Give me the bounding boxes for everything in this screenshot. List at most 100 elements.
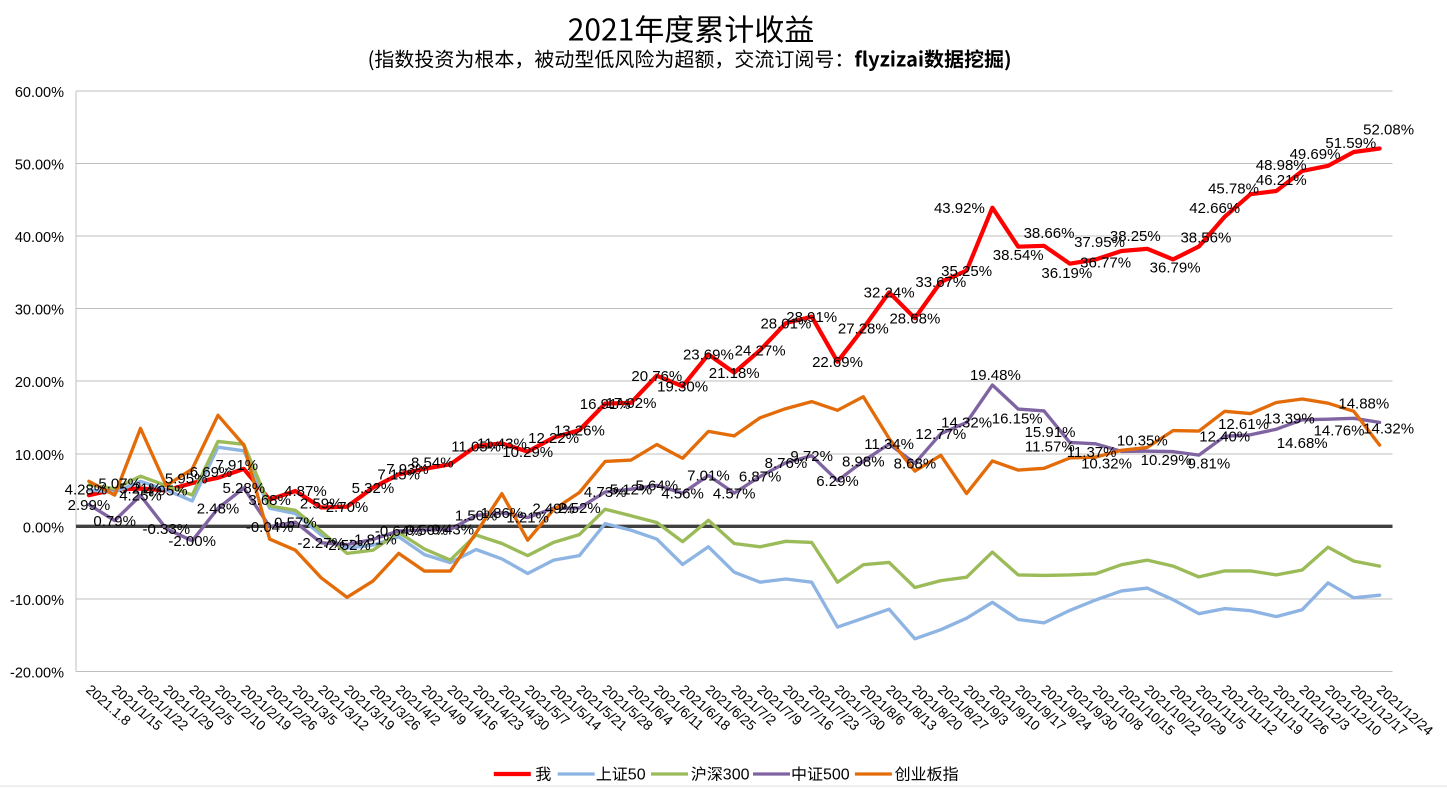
svg-text:21.18%: 21.18% bbox=[709, 365, 760, 382]
svg-text:0.57%: 0.57% bbox=[274, 514, 317, 531]
svg-text:8.68%: 8.68% bbox=[894, 456, 937, 473]
svg-text:-2.27%: -2.27% bbox=[297, 535, 345, 552]
svg-text:-1.81%: -1.81% bbox=[349, 532, 397, 549]
svg-text:-0.04%: -0.04% bbox=[246, 519, 294, 536]
svg-text:36.19%: 36.19% bbox=[1041, 265, 1092, 282]
svg-text:2.49%: 2.49% bbox=[532, 500, 575, 517]
svg-text:10.32%: 10.32% bbox=[1081, 456, 1132, 473]
svg-text:13.26%: 13.26% bbox=[554, 422, 605, 439]
svg-text:14.76%: 14.76% bbox=[1314, 422, 1365, 439]
svg-text:7.15%: 7.15% bbox=[377, 467, 420, 484]
svg-text:43.92%: 43.92% bbox=[934, 200, 985, 217]
svg-text:11.43%: 11.43% bbox=[477, 436, 527, 453]
svg-text:30.00%: 30.00% bbox=[15, 303, 64, 319]
svg-text:4.87%: 4.87% bbox=[284, 483, 327, 500]
svg-text:27.28%: 27.28% bbox=[838, 321, 889, 338]
svg-text:50.00%: 50.00% bbox=[15, 158, 64, 174]
svg-text:14.68%: 14.68% bbox=[1277, 435, 1328, 452]
svg-text:14.32%: 14.32% bbox=[1363, 421, 1414, 438]
svg-text:3.68%: 3.68% bbox=[248, 492, 291, 509]
svg-text:11.34%: 11.34% bbox=[864, 436, 914, 453]
svg-text:50: 50 bbox=[628, 766, 646, 783]
svg-text:51.59%: 51.59% bbox=[1325, 135, 1376, 152]
svg-text:10.29%: 10.29% bbox=[1141, 452, 1192, 469]
svg-text:13.39%: 13.39% bbox=[1264, 410, 1315, 427]
svg-text:6.87%: 6.87% bbox=[739, 469, 782, 486]
svg-text:19.30%: 19.30% bbox=[657, 379, 708, 396]
svg-text:6.29%: 6.29% bbox=[816, 473, 859, 490]
svg-text:19.48%: 19.48% bbox=[970, 367, 1021, 384]
svg-text:12.61%: 12.61% bbox=[1218, 416, 1269, 433]
svg-text:28.91%: 28.91% bbox=[786, 309, 837, 326]
svg-text:-0.64%: -0.64% bbox=[375, 523, 423, 540]
svg-text:7.93%: 7.93% bbox=[386, 461, 429, 478]
svg-text:2.59%: 2.59% bbox=[300, 496, 343, 513]
svg-text:2.99%: 2.99% bbox=[68, 497, 111, 514]
svg-text:60.00%: 60.00% bbox=[15, 85, 64, 101]
svg-text:4.56%: 4.56% bbox=[661, 485, 704, 502]
svg-text:36.77%: 36.77% bbox=[1080, 255, 1131, 272]
svg-text:12.77%: 12.77% bbox=[915, 426, 966, 443]
svg-text:-0.33%: -0.33% bbox=[143, 521, 191, 538]
svg-text:500: 500 bbox=[823, 766, 850, 783]
svg-text:4.57%: 4.57% bbox=[713, 485, 756, 502]
svg-text:28.01%: 28.01% bbox=[760, 315, 811, 332]
svg-text:10.00%: 10.00% bbox=[15, 448, 64, 464]
svg-text:33.67%: 33.67% bbox=[915, 274, 966, 291]
svg-text:24.27%: 24.27% bbox=[735, 342, 786, 359]
svg-text:-2.52%: -2.52% bbox=[323, 537, 371, 554]
svg-text:15.91%: 15.91% bbox=[1025, 424, 1076, 441]
svg-text:35.25%: 35.25% bbox=[941, 263, 992, 280]
svg-text:0.00%: 0.00% bbox=[23, 520, 64, 536]
svg-text:5.64%: 5.64% bbox=[636, 478, 679, 495]
svg-text:14.32%: 14.32% bbox=[941, 415, 992, 432]
svg-text:40.00%: 40.00% bbox=[15, 230, 64, 246]
svg-text:8.76%: 8.76% bbox=[765, 455, 808, 472]
svg-text:32.24%: 32.24% bbox=[864, 285, 915, 302]
svg-text:7.01%: 7.01% bbox=[687, 468, 730, 485]
svg-text:16.15%: 16.15% bbox=[992, 410, 1043, 427]
svg-text:16.91%: 16.91% bbox=[580, 396, 631, 413]
svg-text:5.12%: 5.12% bbox=[610, 481, 653, 498]
svg-text:300: 300 bbox=[723, 766, 750, 783]
svg-text:42.66%: 42.66% bbox=[1189, 200, 1240, 217]
svg-text:-10.00%: -10.00% bbox=[10, 593, 64, 609]
svg-text:4.25%: 4.25% bbox=[119, 488, 162, 505]
svg-text:5.21%: 5.21% bbox=[119, 481, 162, 498]
svg-text:5.07%: 5.07% bbox=[98, 476, 141, 493]
svg-text:45.78%: 45.78% bbox=[1208, 180, 1259, 197]
svg-text:4.73%: 4.73% bbox=[584, 484, 627, 501]
svg-text:8.54%: 8.54% bbox=[411, 455, 454, 472]
svg-text:38.66%: 38.66% bbox=[1024, 225, 1075, 242]
svg-text:10.29%: 10.29% bbox=[502, 444, 553, 461]
svg-text:-2.00%: -2.00% bbox=[168, 533, 216, 550]
svg-text:38.54%: 38.54% bbox=[993, 247, 1044, 264]
svg-text:48.98%: 48.98% bbox=[1256, 157, 1307, 174]
svg-text:17.02%: 17.02% bbox=[606, 395, 657, 412]
svg-text:12.22%: 12.22% bbox=[528, 430, 579, 447]
svg-text:49.69%: 49.69% bbox=[1290, 146, 1341, 163]
svg-text:0.79%: 0.79% bbox=[93, 513, 136, 530]
svg-text:2.70%: 2.70% bbox=[326, 499, 369, 516]
svg-text:9.72%: 9.72% bbox=[790, 448, 833, 465]
svg-text:46.21%: 46.21% bbox=[1256, 172, 1307, 189]
svg-text:12.40%: 12.40% bbox=[1199, 429, 1250, 446]
svg-text:11.57%: 11.57% bbox=[1025, 439, 1075, 456]
svg-text:23.69%: 23.69% bbox=[683, 347, 734, 364]
svg-text:4.95%: 4.95% bbox=[145, 483, 188, 500]
svg-text:4.28%: 4.28% bbox=[65, 481, 108, 498]
svg-text:8.98%: 8.98% bbox=[842, 453, 885, 470]
svg-text:10.35%: 10.35% bbox=[1117, 432, 1168, 449]
svg-text:52.08%: 52.08% bbox=[1363, 122, 1414, 139]
svg-text:20.76%: 20.76% bbox=[631, 368, 682, 385]
svg-text:28.68%: 28.68% bbox=[889, 310, 940, 327]
svg-text:20.00%: 20.00% bbox=[15, 375, 64, 391]
svg-text:5.95%: 5.95% bbox=[165, 470, 208, 487]
svg-text:1.86%: 1.86% bbox=[481, 505, 524, 522]
svg-text:38.25%: 38.25% bbox=[1110, 228, 1161, 245]
svg-text:14.88%: 14.88% bbox=[1338, 396, 1389, 413]
svg-text:-0.50%: -0.50% bbox=[401, 522, 449, 539]
svg-text:1.21%: 1.21% bbox=[506, 510, 549, 527]
svg-text:5.28%: 5.28% bbox=[223, 480, 266, 497]
svg-text:38.56%: 38.56% bbox=[1180, 230, 1231, 247]
